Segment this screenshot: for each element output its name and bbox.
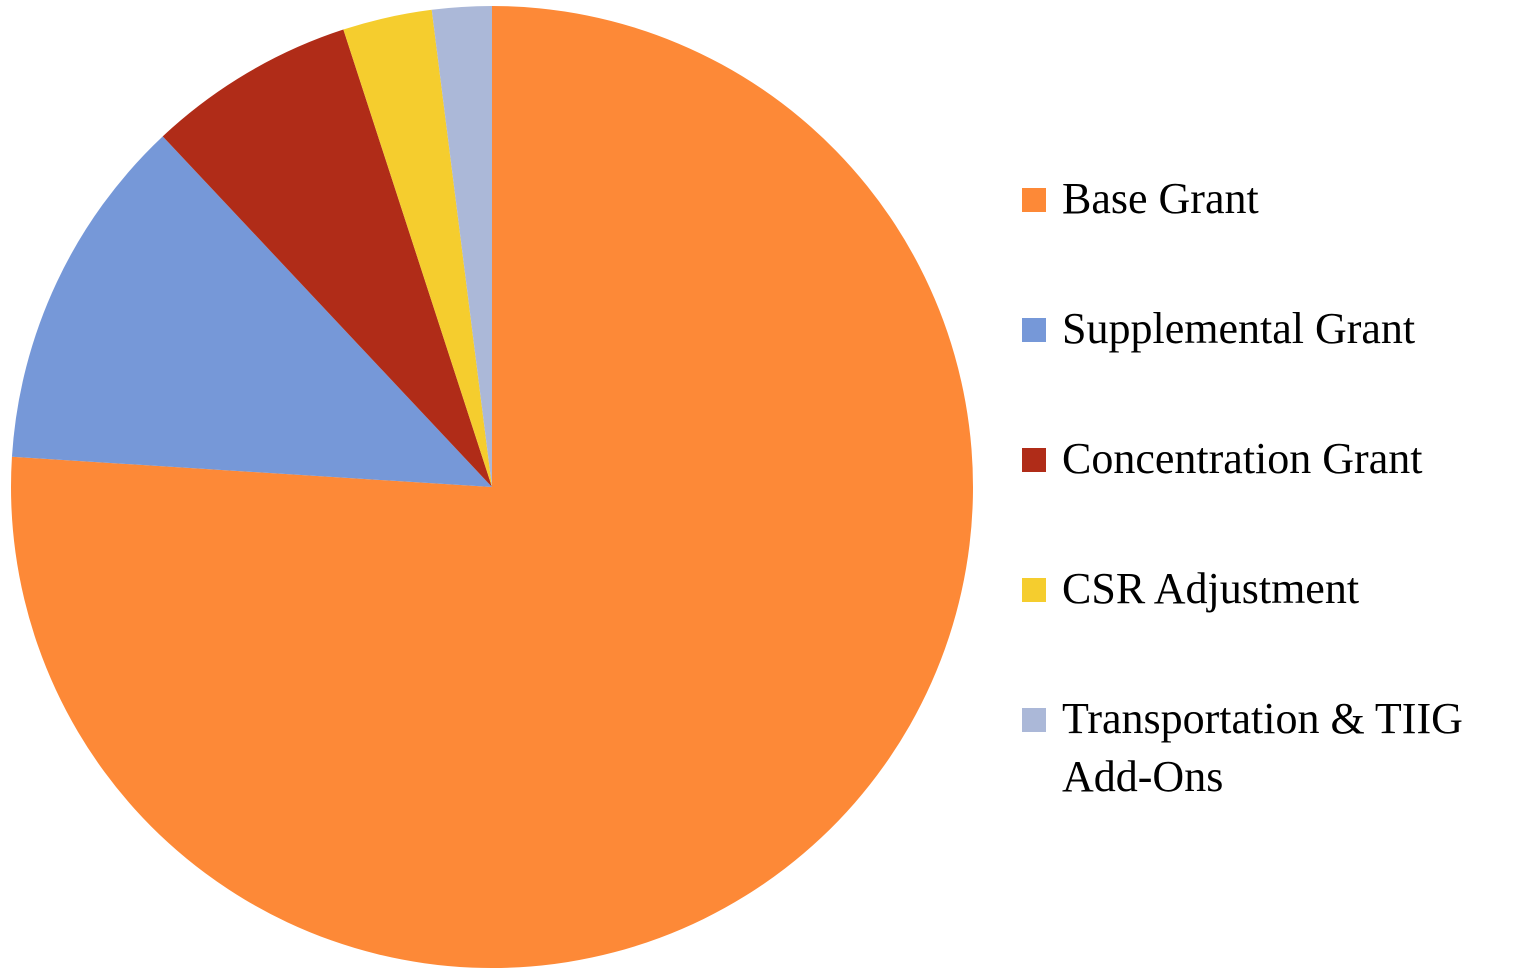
legend-label: Concentration Grant [1062,434,1423,483]
pie-slice [11,136,492,487]
legend-label: Base Grant [1062,174,1259,223]
legend-label: Transportation & TIIG Add-Ons [1062,694,1463,801]
pie-slice [343,9,492,488]
legend-label: CSR Adjustment [1062,564,1360,613]
legend-swatch [1022,578,1046,602]
pie-slice [431,6,492,487]
pie-slice [11,6,974,968]
legend-label: Supplemental Grant [1062,304,1416,353]
legend-swatch [1022,448,1046,472]
legend-swatch [1022,708,1046,732]
pie-slice [162,29,492,488]
pie-chart [11,6,974,968]
legend-swatch [1022,188,1046,212]
legend-swatch [1022,318,1046,342]
